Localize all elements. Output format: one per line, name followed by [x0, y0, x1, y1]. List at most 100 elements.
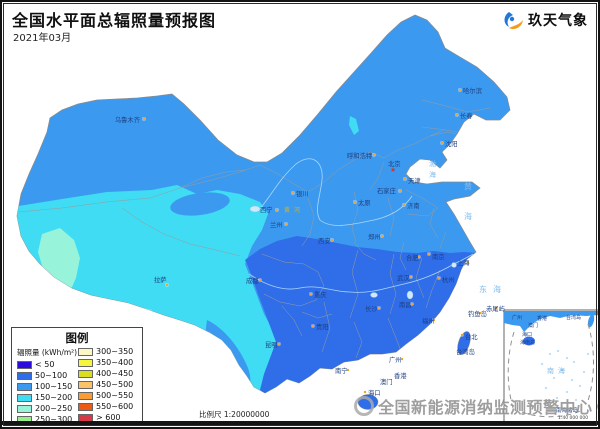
legend-swatch	[78, 347, 93, 356]
city-label: 武汉	[397, 273, 410, 282]
map-label: 海南岛	[520, 339, 535, 346]
watermark: 全国新能源消纳监测预警中心	[354, 394, 598, 418]
legend-swatch	[78, 391, 93, 400]
city-marker	[427, 252, 431, 256]
city-marker	[455, 113, 459, 117]
city-label: 合肥	[406, 253, 419, 262]
map-label: 1:40 000 000	[558, 415, 588, 421]
legend-item: 150~200	[17, 392, 72, 403]
city-label: 杭州	[442, 275, 455, 284]
provider-logo: 玖天气象	[501, 9, 588, 31]
scale-label: 比例尺 1:20000000	[199, 410, 270, 419]
province-borders	[17, 99, 491, 359]
inset-hainan	[523, 336, 535, 346]
legend-item: 350~400	[78, 357, 133, 368]
map-label: 海	[493, 284, 501, 294]
city-label: 上海	[457, 258, 470, 267]
city-marker	[403, 177, 407, 181]
city-label: 台湾岛	[456, 347, 475, 356]
region-250-300-patch	[48, 284, 58, 292]
legend-item: 550~600	[78, 401, 133, 412]
city-label: 北京	[388, 159, 401, 168]
map-label: 海口	[522, 331, 532, 338]
city-label: 天津	[408, 177, 421, 185]
city-marker	[437, 276, 441, 280]
city-label: 重庆	[314, 290, 327, 299]
city-marker	[410, 302, 414, 306]
city-label: 钓鱼岛	[468, 309, 487, 318]
legend-swatch	[17, 404, 32, 413]
legend-swatch	[78, 358, 93, 367]
map-label: 渤	[429, 159, 436, 168]
map-label: 广州	[512, 314, 522, 321]
map-title: 全国水平面总辐照量预报图	[12, 11, 217, 30]
legend-swatch	[78, 369, 93, 378]
legend-item: 200~250	[17, 403, 72, 414]
map-label: 台湾岛	[566, 314, 581, 321]
map-label: 黄	[284, 206, 290, 214]
legend-range-label: 300~350	[96, 347, 134, 356]
inset-taiwan	[587, 314, 595, 328]
map-label: 河	[294, 206, 300, 214]
city-marker	[291, 191, 295, 195]
lakes	[249, 205, 457, 300]
city-marker	[309, 292, 313, 296]
legend-range-label: 450~500	[96, 380, 134, 389]
legend-title: 图例	[65, 331, 89, 345]
city-label: 拉萨	[154, 275, 167, 284]
region-250-300-patch	[58, 297, 66, 303]
region-150-200-inner-mongolia-patch	[349, 116, 359, 135]
city-label: 银川	[296, 189, 309, 198]
legend-column-right: 300~350 350~400 400~450 450~500 500~550 550~6…	[78, 346, 133, 423]
map-label: 香港	[537, 315, 547, 322]
city-marker	[466, 260, 470, 264]
city-label: 济南	[407, 201, 420, 210]
legend-range-label: 250~300	[35, 415, 73, 424]
map-label: 澳门	[528, 322, 538, 329]
map-label: 黄	[464, 181, 472, 191]
legend-item: 50~100	[17, 370, 72, 381]
map-label: 南	[547, 366, 554, 375]
map-label: 海	[429, 170, 436, 179]
city-label: 石家庄	[377, 186, 396, 195]
legend-swatch	[17, 393, 32, 402]
inset-nine-dash-line	[507, 323, 594, 418]
city-label: 呼和浩特	[347, 151, 373, 160]
city-label: 香港	[394, 371, 407, 380]
city-marker	[402, 203, 406, 207]
city-label: 广州	[389, 355, 402, 364]
city-marker	[258, 278, 262, 282]
legend-swatch	[78, 380, 93, 389]
city-label: 福州	[422, 316, 435, 325]
city-label: 西宁	[260, 205, 273, 214]
city-label: 南宁	[335, 366, 348, 375]
city-marker	[142, 117, 146, 121]
city-marker	[380, 234, 384, 238]
city-label: 贵阳	[316, 322, 329, 331]
legend-item: 450~500	[78, 379, 133, 390]
city-marker	[398, 189, 402, 193]
legend-range-label: 400~450	[96, 369, 134, 378]
legend-range-label: 550~600	[96, 402, 134, 411]
city-marker	[372, 153, 376, 157]
city-label: 长沙	[365, 304, 378, 313]
legend-range-label: < 50	[35, 360, 55, 369]
city-label: 西安	[318, 236, 331, 245]
jiutian-swirl-icon	[504, 12, 523, 30]
legend-item: 300~350	[78, 346, 133, 357]
city-label: 台北	[465, 332, 478, 341]
legend-range-label: 150~200	[35, 393, 73, 402]
legend-unit-label: 辐照量 (kWh/m²)	[17, 348, 78, 357]
legend-range-label: 200~250	[35, 404, 73, 413]
taiwan-island	[457, 331, 471, 355]
region-100-150-qaidam	[170, 192, 230, 216]
legend-range-label: > 600	[96, 413, 121, 422]
legend-swatch	[17, 371, 32, 380]
city-marker	[417, 255, 421, 259]
city-marker	[460, 333, 464, 337]
map-label: 海	[558, 366, 565, 375]
city-label: 沈阳	[445, 139, 458, 148]
map-label: 东	[479, 284, 487, 294]
